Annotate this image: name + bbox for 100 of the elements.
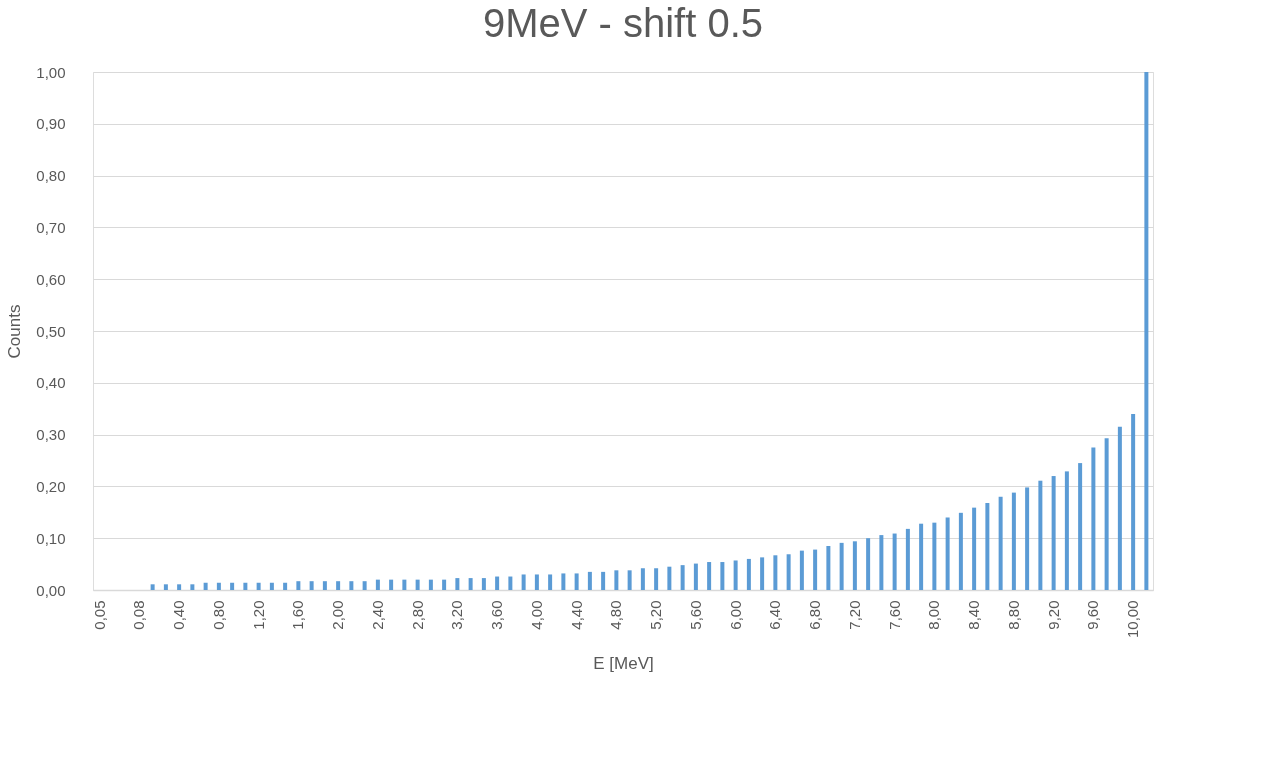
bar [481,578,486,590]
bar [362,581,367,590]
x-tick-label: 8,80 [1004,600,1022,630]
y-tick-label: 0,20 [36,477,66,495]
bar [866,538,871,590]
y-tick-label: 0,40 [36,374,66,392]
bar [322,581,327,590]
bar [972,507,977,590]
y-axis-title: Counts [5,304,25,359]
bar [336,581,341,590]
bar [614,570,619,590]
x-tick-label: 1,60 [289,600,307,630]
x-tick-label: 0,05 [90,600,108,630]
bar [839,542,844,590]
x-tick-label: 7,20 [845,600,863,630]
bar [402,579,407,590]
bar [548,574,553,590]
bar [574,573,579,590]
y-tick-label: 1,00 [36,63,66,81]
x-tick-label: 4,40 [567,600,585,630]
bar [1038,480,1043,590]
x-tick-label: 6,40 [766,600,784,630]
bar [163,584,168,590]
x-tick-label: 3,20 [448,600,466,630]
y-tick-label: 0,10 [36,529,66,547]
bar [1064,471,1069,590]
x-axis-title: E [MeV] [593,654,654,674]
x-tick-label: 0,80 [209,600,227,630]
x-tick-label: 0,08 [130,600,148,630]
chart-title: 9MeV - shift 0.5 [482,1,764,45]
bar [296,581,301,590]
bar [269,582,274,590]
bar [627,570,632,590]
bar [1025,487,1030,590]
x-tick-label: 8,40 [965,600,983,630]
bar [256,582,261,590]
x-tick-label: 9,60 [1084,600,1102,630]
bar [468,578,473,590]
x-tick-label: 8,00 [925,600,943,630]
bar [150,584,155,590]
bar [693,563,698,590]
bar [1078,463,1083,590]
bar [587,571,592,590]
x-tick-label: 9,20 [1044,600,1062,630]
x-tick-label: 10,00 [1124,600,1142,639]
bar [813,549,818,590]
y-tick-label: 0,50 [36,322,66,340]
bar [905,528,910,590]
bar [1011,492,1016,590]
x-tick-label: 2,40 [368,600,386,630]
bar [720,562,725,590]
bar [309,581,314,590]
bar [998,496,1003,590]
bar [521,574,526,590]
y-tick-label: 0,30 [36,426,66,444]
bar [283,582,288,590]
bar [534,574,539,590]
bar [243,582,248,590]
bar [389,579,394,590]
bar [1117,426,1122,590]
bar [733,560,738,590]
y-tick-label: 0,70 [36,218,66,236]
bar [985,502,990,590]
y-tick-label: 0,00 [36,581,66,599]
bar [216,582,221,590]
bar [786,554,791,590]
y-tick-label: 0,90 [36,115,66,133]
x-tick-label: 1,20 [249,600,267,630]
x-tick-label: 5,20 [647,600,665,630]
x-tick-label: 4,80 [607,600,625,630]
bar [1144,72,1149,590]
bar [667,566,672,590]
y-tick-label: 0,80 [36,167,66,185]
bar [826,545,831,590]
bar [508,576,513,590]
x-tick-label: 2,80 [408,600,426,630]
bar [680,565,685,590]
x-tick-label: 3,60 [488,600,506,630]
bar [1051,476,1056,590]
bar [455,578,460,590]
bar [177,584,182,590]
bar [932,522,937,590]
bar [495,576,500,590]
bar [349,581,354,590]
bar [1104,438,1109,590]
bar [640,568,645,590]
bar [773,555,778,590]
y-tick-label: 0,60 [36,270,66,288]
bar [375,579,380,590]
x-tick-label: 4,00 [527,600,545,630]
x-tick-label: 5,60 [686,600,704,630]
bar [1091,447,1096,590]
bar [760,557,765,590]
bar [561,573,566,590]
x-tick-label: 2,00 [329,600,347,630]
x-tick-label: 6,00 [726,600,744,630]
bar [601,571,606,590]
x-tick-label: 6,80 [806,600,824,630]
bar [799,550,804,590]
bar [1131,413,1136,590]
